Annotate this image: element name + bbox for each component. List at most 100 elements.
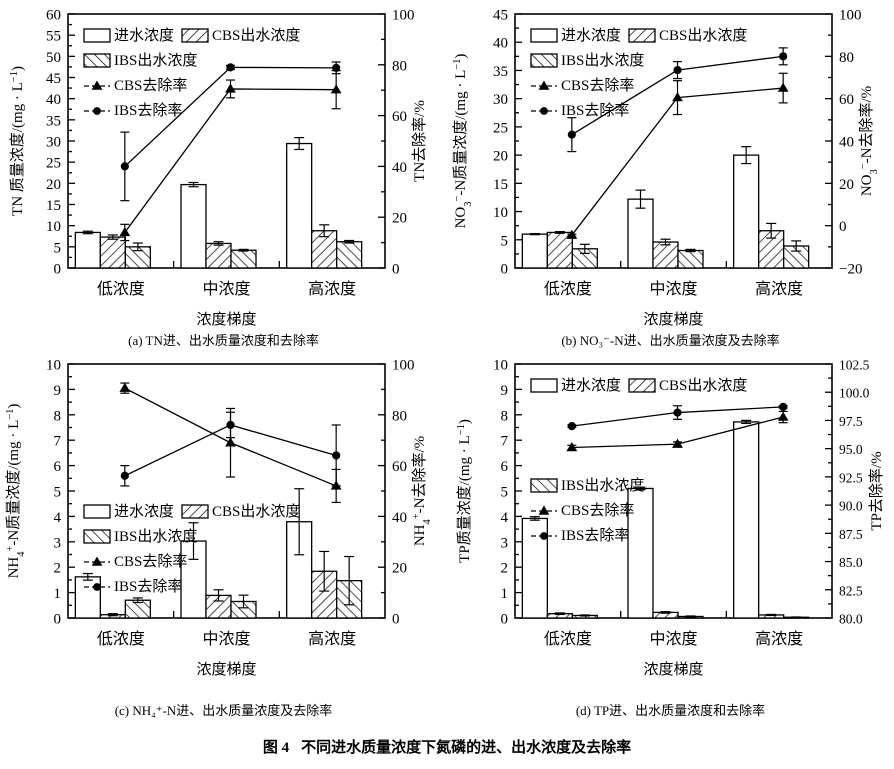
y2-tick-label: 100 <box>839 8 862 24</box>
y-tick-label: 25 <box>46 156 61 172</box>
figure-title: 图 4 不同进水质量浓度下氮磷的进、出水浓度及去除率 <box>0 736 894 757</box>
x-category-label: 高浓度 <box>308 630 356 648</box>
y2-tick-label: 85.0 <box>839 555 863 570</box>
legend-label-ibs-rate: IBS去除率 <box>561 102 629 119</box>
y2-tick-label: 100.0 <box>839 386 870 401</box>
y-tick-label: 45 <box>46 71 61 87</box>
marker-triangle <box>777 82 789 92</box>
marker-circle <box>567 421 576 431</box>
legend-d: 进水浓度 CBS出水浓度 IBS出水浓度 CBS去除率 IBS去除率 <box>530 377 747 544</box>
y-tick-label: 7 <box>54 434 62 450</box>
legend-marker-triangle <box>538 80 550 90</box>
legend-label-ibs-out: IBS出水浓度 <box>561 477 644 494</box>
y2-tick-label: 0 <box>392 262 400 278</box>
marker-triangle <box>225 83 236 93</box>
bar-inflow <box>286 142 313 269</box>
y-tick-label: 50 <box>46 50 61 66</box>
y2-tick-label: 0 <box>839 219 847 235</box>
y2-tick-label: 20 <box>839 177 854 193</box>
panel-grid: 0 5 10 15 20 25 30 35 40 45 50 55 60 0 20 40 60 80 100 低浓度中… <box>5 0 894 679</box>
bar-inflow <box>733 421 760 619</box>
y-tick-label: 35 <box>493 64 508 80</box>
figure-title-text: 不同进水质量浓度下氮磷的进、出水浓度及去除率 <box>301 740 632 756</box>
x-category-label: 高浓度 <box>755 280 803 298</box>
marker-triangle <box>119 226 131 237</box>
y-tick-label: 4 <box>501 510 509 526</box>
legend-marker-circle <box>540 107 548 115</box>
y-tick-label: 4 <box>54 510 62 526</box>
bar-inflow <box>733 154 760 269</box>
y2-tick-label: 0 <box>392 612 400 628</box>
marker-circle <box>673 65 682 75</box>
y2-tick-label: 102.5 <box>839 358 870 373</box>
marker-triangle <box>566 229 578 239</box>
marker-circle <box>332 451 341 460</box>
x-category-label: 中浓度 <box>202 280 250 298</box>
legend-label-ibs-out: IBS出水浓度 <box>561 52 644 69</box>
y-tick-label: 40 <box>493 36 508 52</box>
y2-tick-label: 80 <box>392 58 407 74</box>
marker-circle <box>226 420 235 430</box>
legend-label-inflow: 进水浓度 <box>561 377 621 394</box>
legend-marker-circle <box>540 532 548 540</box>
y-tick-label: 6 <box>501 459 509 475</box>
legend-label-cbs-rate: CBS去除率 <box>114 77 187 94</box>
y2-axis-title: TN去除率/% <box>411 100 428 182</box>
legend-label-inflow: 进水浓度 <box>114 27 174 44</box>
x-category-label: 高浓度 <box>308 280 356 298</box>
legend-swatch <box>181 28 209 43</box>
legend-label-ibs-rate: IBS去除率 <box>114 102 182 119</box>
y-tick-label: 0 <box>501 262 509 278</box>
y-tick-label: 15 <box>493 177 508 193</box>
y-tick-label: 2 <box>54 561 62 577</box>
y-tick-label: 5 <box>54 240 62 256</box>
y-tick-label: 0 <box>501 612 509 628</box>
y2-tick-label: 40 <box>839 135 854 151</box>
legend-swatch <box>530 53 558 68</box>
legend-label-inflow: 进水浓度 <box>114 503 174 520</box>
y-tick-label: 60 <box>46 8 61 24</box>
panel-b-no3n: 0 5 10 15 20 25 30 35 40 45 −20 0 20 40 60 80 100 低浓度 中浓度 高… <box>447 0 894 350</box>
legend-marker-triangle <box>91 80 103 90</box>
legend-swatch <box>530 28 558 43</box>
x-axis-title: 浓度梯度 <box>196 311 256 328</box>
legend-a: 进水浓度 CBS出水浓度 IBS出水浓度 CBS去除率 IBS去除率 <box>83 27 300 119</box>
y-tick-label: 25 <box>493 120 508 136</box>
marker-circle <box>567 130 576 139</box>
y-tick-label: 2 <box>501 561 509 577</box>
marker-circle <box>779 402 788 411</box>
marker-circle <box>120 162 129 171</box>
y-tick-label: 10 <box>46 358 61 374</box>
y-axis-title: NH4+-N质量浓度/(mg · L−1) <box>5 404 27 579</box>
y-tick-label: 5 <box>501 485 509 501</box>
marker-circle <box>332 63 341 72</box>
x-category-label: 中浓度 <box>202 630 250 648</box>
y-tick-label: 7 <box>501 434 509 450</box>
x-category-label: 高浓度 <box>755 630 803 648</box>
y2-tick-label: 40 <box>392 160 407 176</box>
y2-axis-title: TP去除率/% <box>868 451 885 530</box>
y2-tick-label: 60 <box>392 109 407 125</box>
y-tick-label: 6 <box>54 459 62 475</box>
y-tick-label: 0 <box>54 262 62 278</box>
y2-tick-label: 92.5 <box>839 470 863 485</box>
legend-swatch <box>628 378 656 393</box>
y2-tick-label: 40 <box>392 510 407 526</box>
y-tick-label: 20 <box>46 177 61 193</box>
legend-label-inflow: 进水浓度 <box>561 27 621 44</box>
legend-label-ibs-out: IBS出水浓度 <box>114 52 197 69</box>
x-axis-title: 浓度梯度 <box>643 661 703 678</box>
y2-axis-title: NO3−-N去除率/% <box>858 86 880 196</box>
y-tick-label: 55 <box>46 29 61 45</box>
bar-inflow <box>74 576 101 619</box>
y-tick-label: 20 <box>493 149 508 165</box>
y-tick-label: 45 <box>493 8 508 24</box>
y-tick-label: 9 <box>54 383 62 399</box>
bar-cbs <box>99 236 126 269</box>
legend-label-cbs-out: CBS出水浓度 <box>212 503 300 520</box>
x-category-label: 中浓度 <box>649 630 697 648</box>
marker-triangle <box>777 411 789 421</box>
legend-swatch <box>83 53 111 68</box>
bar-ibs <box>230 249 257 269</box>
